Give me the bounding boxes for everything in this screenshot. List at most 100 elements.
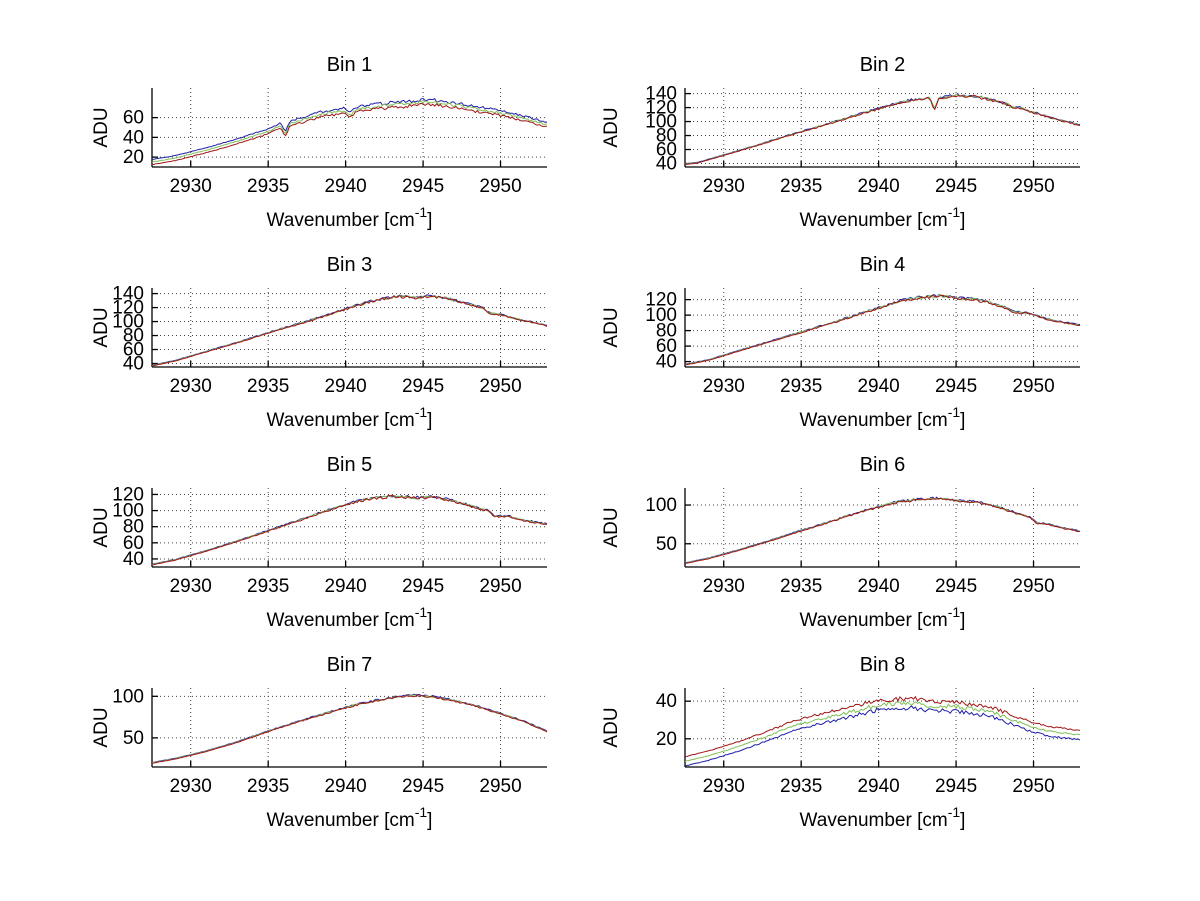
chart-canvas-bin-8: 2930 2935 2940 2945 2950 20 40 Bin 8 Wavenumber … xyxy=(601,654,1081,831)
x-axis-label-close: ] xyxy=(427,410,432,431)
x-axis-label-superscript: -1 xyxy=(948,204,961,220)
x-tick-label: 2930 xyxy=(703,576,745,597)
y-tick-label: 100 xyxy=(112,501,144,522)
data-series-green xyxy=(151,694,548,764)
x-axis-label-main: Wavenumber [cm xyxy=(267,410,415,431)
data-series-blue xyxy=(151,693,548,763)
x-tick-label: 2935 xyxy=(780,776,822,797)
y-axis-label: ADU xyxy=(91,107,112,147)
y-tick-label: 20 xyxy=(656,729,677,750)
x-tick-label: 2935 xyxy=(780,176,822,197)
x-tick-label: 2940 xyxy=(324,576,366,597)
data-series-green xyxy=(684,497,1081,564)
data-series-red xyxy=(151,694,548,764)
y-tick-label: 60 xyxy=(656,336,677,357)
x-axis-label-close: ] xyxy=(960,410,965,431)
plot-title: Bin 6 xyxy=(860,454,906,476)
x-tick-label: 2930 xyxy=(703,376,745,397)
x-tick-label: 2945 xyxy=(402,576,444,597)
x-axis-label-superscript: -1 xyxy=(415,604,428,620)
y-axis-label: ADU xyxy=(91,307,112,347)
y-tick-label: 20 xyxy=(123,147,144,168)
y-tick-label: 60 xyxy=(656,140,677,161)
x-axis-label-main: Wavenumber [cm xyxy=(267,210,415,231)
subplot-bin-4: 2930 2935 2940 2945 2950 40 60 80 100 120 Bin 4 Wav… xyxy=(600,240,1200,440)
x-tick-label: 2930 xyxy=(170,576,212,597)
x-tick-label: 2930 xyxy=(170,176,212,197)
x-axis-label-close: ] xyxy=(427,210,432,231)
x-tick-label: 2930 xyxy=(170,376,212,397)
data-series-red xyxy=(684,294,1081,366)
x-axis-label-main: Wavenumber [cm xyxy=(800,610,948,631)
y-tick-label: 80 xyxy=(123,517,144,538)
data-series-green xyxy=(151,100,548,163)
x-tick-label: 2950 xyxy=(479,576,521,597)
x-tick-label: 2940 xyxy=(324,176,366,197)
plot-title: Bin 4 xyxy=(860,254,906,276)
x-axis-label-close: ] xyxy=(960,810,965,831)
y-tick-label: 40 xyxy=(123,549,144,570)
data-series-red xyxy=(151,494,548,566)
x-axis-label-main: Wavenumber [cm xyxy=(800,810,948,831)
x-tick-label: 2940 xyxy=(857,576,899,597)
x-axis-label-main: Wavenumber [cm xyxy=(267,810,415,831)
x-axis-label: Wavenumber [cm-1] xyxy=(267,604,433,631)
plot-title: Bin 7 xyxy=(327,654,373,676)
data-series-red xyxy=(151,102,548,166)
data-series-red xyxy=(684,695,1081,758)
x-tick-label: 2940 xyxy=(857,376,899,397)
chart-canvas-bin-7: 2930 2935 2940 2945 2950 50 100 Bin 7 Wavenumber… xyxy=(91,654,548,831)
x-axis-label-main: Wavenumber [cm xyxy=(800,210,948,231)
y-tick-label: 140 xyxy=(645,84,677,105)
y-tick-label: 100 xyxy=(112,312,144,333)
x-axis-label: Wavenumber [cm-1] xyxy=(800,404,966,431)
y-tick-label: 80 xyxy=(656,126,677,147)
y-tick-label: 40 xyxy=(123,127,144,148)
y-tick-label: 80 xyxy=(123,326,144,347)
data-series-blue xyxy=(684,293,1081,365)
x-tick-label: 2935 xyxy=(780,576,822,597)
x-tick-label: 2930 xyxy=(703,176,745,197)
y-axis-label: ADU xyxy=(601,707,622,747)
y-tick-label: 40 xyxy=(123,354,144,375)
y-axis-label: ADU xyxy=(91,707,112,747)
x-axis-label: Wavenumber [cm-1] xyxy=(800,204,966,231)
subplot-bin-8: 2930 2935 2940 2945 2950 20 40 Bin 8 Wavenumber … xyxy=(600,640,1200,840)
x-tick-label: 2935 xyxy=(247,576,289,597)
x-axis-label: Wavenumber [cm-1] xyxy=(800,804,966,831)
x-tick-label: 2950 xyxy=(1012,376,1054,397)
x-tick-label: 2930 xyxy=(170,776,212,797)
plot-title: Bin 8 xyxy=(860,654,906,676)
data-series-blue xyxy=(684,93,1081,165)
x-tick-label: 2945 xyxy=(402,776,444,797)
x-tick-label: 2935 xyxy=(247,776,289,797)
x-tick-label: 2940 xyxy=(857,776,899,797)
x-tick-label: 2935 xyxy=(780,376,822,397)
y-tick-label: 100 xyxy=(645,305,677,326)
subplot-bin-1: 2930 2935 2940 2945 2950 20 40 60 Bin 1 Wavenumbe… xyxy=(0,40,600,240)
y-tick-label: 140 xyxy=(112,284,144,305)
subplot-bin-6: 2930 2935 2940 2945 2950 50 100 Bin 6 Wavenumber… xyxy=(600,440,1200,640)
data-series-green xyxy=(684,701,1081,762)
x-tick-label: 2935 xyxy=(247,376,289,397)
y-axis-label: ADU xyxy=(601,507,622,547)
subplot-bin-2: 2930 2935 2940 2945 2950 40 60 80 100 120 140 Bin 2… xyxy=(600,40,1200,240)
data-series-red xyxy=(684,94,1081,166)
x-axis-label-close: ] xyxy=(427,810,432,831)
data-series-green xyxy=(151,494,548,566)
y-tick-label: 40 xyxy=(656,691,677,712)
x-axis-label: Wavenumber [cm-1] xyxy=(267,804,433,831)
x-tick-label: 2945 xyxy=(935,576,977,597)
y-tick-label: 40 xyxy=(656,154,677,175)
x-tick-label: 2950 xyxy=(479,376,521,397)
x-axis-label-close: ] xyxy=(427,610,432,631)
data-series-blue xyxy=(684,705,1081,767)
x-axis-label-superscript: -1 xyxy=(415,804,428,820)
y-tick-label: 100 xyxy=(645,112,677,133)
data-series-blue xyxy=(151,294,548,366)
x-tick-label: 2950 xyxy=(479,176,521,197)
